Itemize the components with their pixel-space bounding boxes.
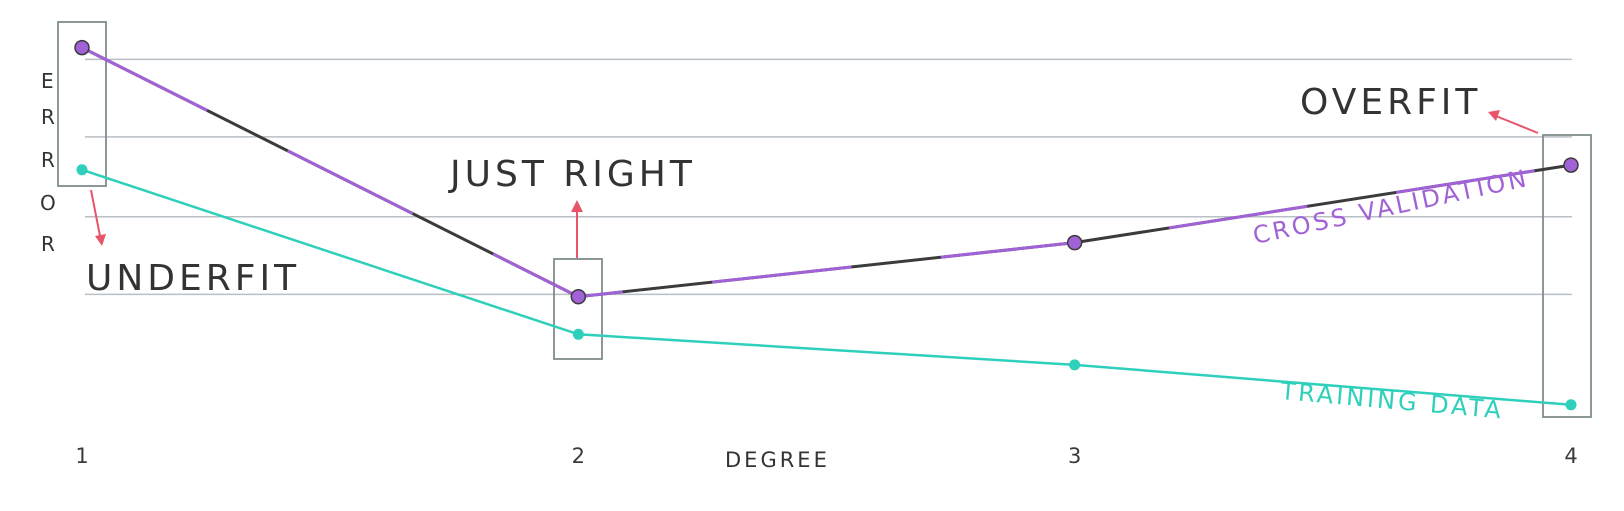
overfit-arrow [1488,110,1539,134]
cross-validation-label: CROSS VALIDATION [1250,164,1531,250]
grid-lines [85,58,1572,296]
cross-validation-line [81,46,1572,299]
cross-validation-point [570,288,587,305]
y-axis-letter: R [41,105,55,129]
x-tick-label: 3 [1068,444,1081,468]
series-layer [74,39,1579,411]
x-axis-title: DEGREE [725,448,830,472]
y-axis-letter: R [41,232,55,256]
cross-validation-point [1066,234,1083,251]
cross-validation-point [74,39,90,56]
underfit-arrow [90,189,106,246]
underfit-label: UNDERFIT [86,258,300,299]
training-data-point [1069,359,1081,371]
underfit-box [57,21,107,187]
training-data-label: TRAINING DATA [1278,377,1504,424]
just-right-label: JUST RIGHT [448,154,696,195]
training-data-line [81,168,1572,407]
overfit-box [1542,134,1592,418]
training-data-point [1565,399,1577,411]
cross-validation-point [1563,157,1579,173]
x-tick-label: 2 [572,444,585,468]
training-data-point [76,164,88,176]
y-axis-letter: E [41,69,54,93]
x-tick-label: 4 [1564,444,1577,468]
y-axis-letter: R [41,148,55,172]
x-tick-label: 1 [75,444,88,468]
training-data-point [572,328,584,340]
just-right-arrow [571,200,583,258]
just-right-box [553,258,603,360]
overfit-label: OVERFIT [1300,82,1481,123]
y-axis-letter: O [40,191,56,215]
x-tick-labels: 1 2 3 4 [75,444,1577,468]
